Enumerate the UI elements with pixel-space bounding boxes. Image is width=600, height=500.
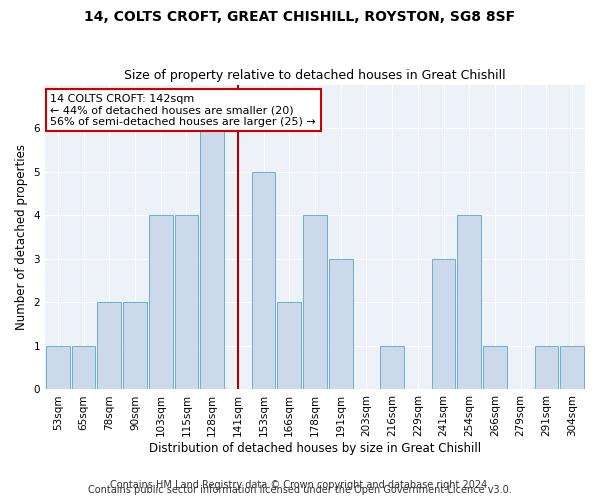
Bar (72, 346, 95, 390)
Bar (123, 302, 147, 390)
Bar (380, 346, 404, 390)
Text: 14 COLTS CROFT: 142sqm
← 44% of detached houses are smaller (20)
56% of semi-det: 14 COLTS CROFT: 142sqm ← 44% of detached… (50, 94, 316, 127)
Bar (560, 346, 584, 390)
Text: Contains public sector information licensed under the Open Government Licence v3: Contains public sector information licen… (88, 485, 512, 495)
Bar (457, 215, 481, 390)
Bar (329, 259, 353, 390)
Bar (277, 302, 301, 390)
Y-axis label: Number of detached properties: Number of detached properties (15, 144, 28, 330)
Bar (175, 215, 198, 390)
Bar (303, 215, 327, 390)
Text: Contains HM Land Registry data © Crown copyright and database right 2024.: Contains HM Land Registry data © Crown c… (110, 480, 490, 490)
Bar (97, 302, 121, 390)
Text: 14, COLTS CROFT, GREAT CHISHILL, ROYSTON, SG8 8SF: 14, COLTS CROFT, GREAT CHISHILL, ROYSTON… (85, 10, 515, 24)
Bar (200, 128, 224, 390)
Bar (149, 215, 173, 390)
Bar (535, 346, 558, 390)
Bar (432, 259, 455, 390)
Title: Size of property relative to detached houses in Great Chishill: Size of property relative to detached ho… (124, 69, 506, 82)
Bar (483, 346, 507, 390)
Bar (46, 346, 70, 390)
Bar (252, 172, 275, 390)
X-axis label: Distribution of detached houses by size in Great Chishill: Distribution of detached houses by size … (149, 442, 481, 455)
